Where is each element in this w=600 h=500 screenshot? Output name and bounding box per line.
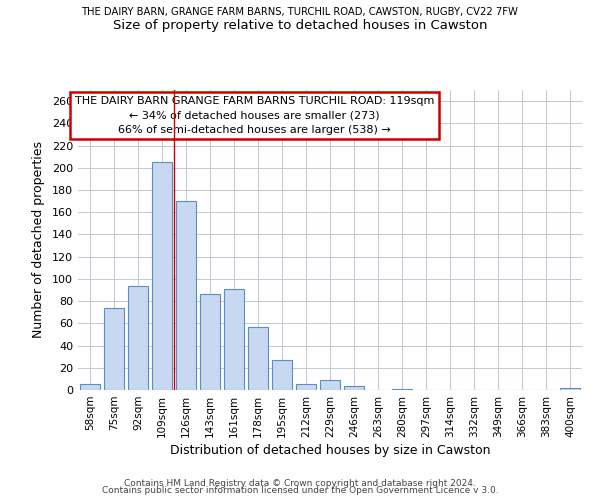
Bar: [392, 389, 412, 390]
Text: Contains public sector information licensed under the Open Government Licence v : Contains public sector information licen…: [101, 486, 499, 495]
Bar: [344, 386, 364, 390]
Text: THE DAIRY BARN, GRANGE FARM BARNS, TURCHIL ROAD, CAWSTON, RUGBY, CV22 7FW: THE DAIRY BARN, GRANGE FARM BARNS, TURCH…: [82, 8, 518, 18]
Bar: [248, 326, 268, 390]
Bar: [80, 384, 100, 390]
Bar: [152, 162, 172, 390]
Y-axis label: Number of detached properties: Number of detached properties: [32, 142, 45, 338]
Bar: [272, 360, 292, 390]
X-axis label: Distribution of detached houses by size in Cawston: Distribution of detached houses by size …: [170, 444, 490, 457]
Text: Contains HM Land Registry data © Crown copyright and database right 2024.: Contains HM Land Registry data © Crown c…: [124, 478, 476, 488]
Bar: [104, 308, 124, 390]
Bar: [560, 388, 580, 390]
Bar: [320, 380, 340, 390]
Text: Size of property relative to detached houses in Cawston: Size of property relative to detached ho…: [113, 19, 487, 32]
Bar: [296, 384, 316, 390]
Bar: [128, 286, 148, 390]
Text: THE DAIRY BARN GRANGE FARM BARNS TURCHIL ROAD: 119sqm
← 34% of detached houses a: THE DAIRY BARN GRANGE FARM BARNS TURCHIL…: [75, 96, 434, 135]
Bar: [224, 289, 244, 390]
Bar: [176, 201, 196, 390]
Bar: [200, 294, 220, 390]
